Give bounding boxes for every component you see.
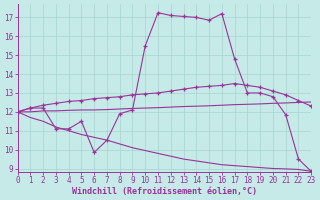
- X-axis label: Windchill (Refroidissement éolien,°C): Windchill (Refroidissement éolien,°C): [72, 187, 257, 196]
